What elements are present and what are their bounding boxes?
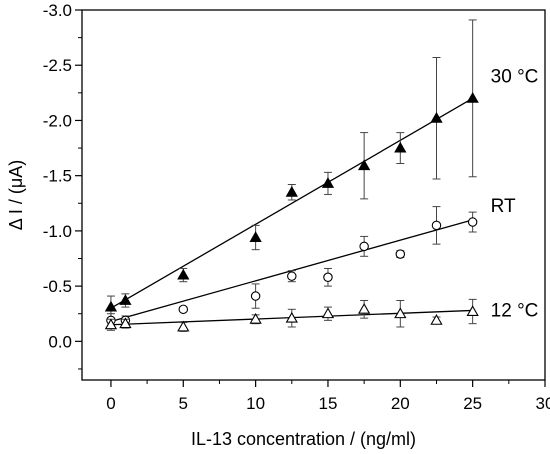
data-point: [323, 272, 333, 283]
y-tick-label: -1.0: [43, 222, 72, 241]
data-point: [250, 291, 261, 301]
y-tick-label: -0.5: [43, 277, 72, 296]
x-tick-label: 0: [106, 394, 115, 413]
series-1: RT: [106, 196, 516, 328]
x-tick-label: 5: [179, 394, 188, 413]
data-point: [467, 217, 478, 227]
y-tick-label: -2.5: [43, 56, 72, 75]
y-tick-label: -3.0: [43, 1, 72, 20]
data-point: [287, 271, 297, 281]
y-axis-title: Δ I / (μA): [6, 160, 26, 230]
plot-frame: [81, 9, 546, 381]
series-label: 30 °C: [491, 66, 539, 87]
x-tick-label: 20: [391, 394, 410, 413]
data-point: [285, 185, 298, 197]
data-point: [119, 317, 132, 329]
data-point: [321, 307, 335, 319]
data-point: [321, 177, 335, 188]
x-tick-label: 15: [319, 394, 338, 413]
x-axis-title: IL-13 concentration / (ng/ml): [191, 429, 416, 449]
data-point: [357, 159, 371, 171]
series-0: 30 °C: [104, 19, 539, 319]
y-tick-label: -1.5: [43, 167, 72, 186]
data-point: [177, 268, 190, 280]
data-point: [249, 231, 262, 242]
data-point: [357, 303, 371, 314]
data-point: [466, 92, 479, 103]
data-point: [466, 305, 479, 316]
x-tick-label: 10: [246, 394, 265, 413]
data-point: [430, 314, 443, 325]
x-tick-label: 30: [536, 394, 550, 413]
data-point: [178, 304, 189, 315]
data-point: [395, 249, 406, 259]
data-point: [359, 241, 369, 252]
data-point: [394, 307, 407, 319]
series-label: 12 °C: [491, 300, 539, 321]
plot-area: 0 5 10 15 20 25 30 0.0 -0.5 -1.0 -1.5 -2.0 -2.5 -3.0 3…: [43, 1, 550, 413]
data-point: [249, 312, 262, 324]
y-tick-label: 0.0: [48, 332, 72, 351]
data-point: [104, 300, 118, 312]
data-point: [285, 311, 298, 323]
data-point: [177, 320, 190, 332]
series-label: RT: [491, 196, 516, 217]
x-tick-label: 25: [463, 394, 482, 413]
series-2: 12 °C: [104, 298, 539, 332]
data-point: [431, 220, 442, 231]
data-point: [104, 318, 118, 330]
data-point: [119, 294, 132, 305]
data-point: [394, 141, 407, 153]
fit-line: [110, 97, 473, 309]
y-tick-label: -2.0: [43, 111, 72, 130]
data-point: [430, 111, 443, 123]
